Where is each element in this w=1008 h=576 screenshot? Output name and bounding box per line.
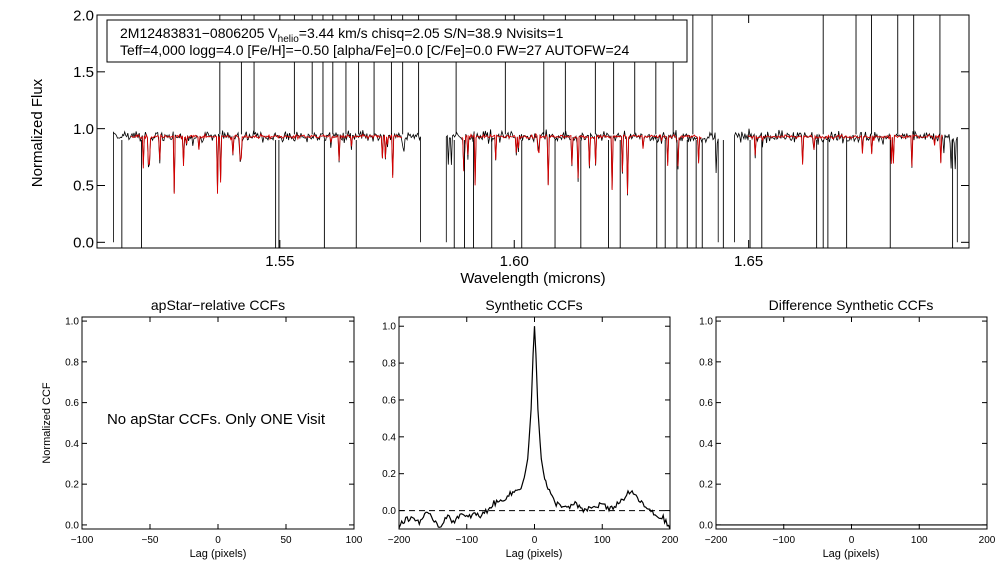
apstar-y-label: Normalized CCF [41, 382, 53, 464]
y-tick-label: 0.2 [382, 469, 396, 480]
synthetic-ccf-panel: −200 −100 0 100 200 0.0 0.2 0.4 0.6 0.8 1.0 Synthe… [382, 297, 679, 560]
synthetic-series [398, 326, 671, 530]
observed-spectrum-line [113, 130, 421, 243]
y-tick-label: 0.2 [699, 480, 713, 491]
y-tick-label: 0.4 [382, 432, 396, 443]
y-tick-label: 0.8 [65, 357, 79, 368]
y-tick-label: 0.8 [382, 359, 396, 370]
y-tick-label: 0.4 [699, 439, 713, 450]
x-tick-label: 1.60 [500, 253, 529, 270]
y-tick-label: 0.5 [73, 178, 94, 195]
y-tick-label: 0.0 [382, 506, 396, 517]
observed-spectrum-line [734, 128, 958, 243]
y-tick-label: 0.6 [382, 395, 396, 406]
y-tick-label: 0.4 [65, 439, 79, 450]
x-tick-label: −50 [142, 535, 159, 546]
spectrum-panel: 1.55 1.60 1.65 0.0 0.5 1.0 1.5 2.0 2M12483831−0… [29, 7, 970, 287]
y-tick-label: 2.0 [73, 7, 94, 24]
difference-ccf-panel: −200 −100 0 100 200 0.0 0.2 0.4 0.6 0.8 1.0 Differ… [699, 297, 996, 560]
synthetic-x-label: Lag (pixels) [506, 548, 563, 560]
x-tick-label: 0 [849, 535, 855, 546]
x-tick-label: 1.55 [265, 253, 294, 270]
difference-frame [715, 316, 988, 530]
synthetic-frame [398, 316, 671, 530]
x-tick-label: 100 [911, 535, 928, 546]
y-tick-label: 1.0 [699, 317, 713, 328]
y-tick-label: 1.5 [73, 64, 94, 81]
x-tick-label: 1.65 [734, 253, 763, 270]
spectrum-axes: 1.55 1.60 1.65 0.0 0.5 1.0 1.5 2.0 [73, 7, 969, 270]
difference-axes: −200 −100 0 100 200 0.0 0.2 0.4 0.6 0.8 1.0 [699, 317, 996, 546]
y-tick-label: 0.8 [699, 357, 713, 368]
y-tick-label: 0.0 [65, 520, 79, 531]
y-tick-label: 1.0 [65, 317, 79, 328]
x-tick-label: −200 [705, 535, 728, 546]
difference-title: Difference Synthetic CCFs [769, 297, 934, 313]
model-spectrum-line [130, 132, 403, 194]
spectrum-y-label: Normalized Flux [29, 78, 46, 187]
apstar-x-label: Lag (pixels) [190, 548, 247, 560]
x-tick-label: 100 [346, 535, 363, 546]
x-tick-label: 0 [532, 535, 538, 546]
y-tick-label: 0.0 [699, 520, 713, 531]
y-tick-label: 1.0 [382, 322, 396, 333]
x-tick-label: −100 [71, 535, 94, 546]
x-tick-label: 50 [280, 535, 292, 546]
y-tick-label: 0.6 [699, 398, 713, 409]
synthetic-axes: −200 −100 0 100 200 0.0 0.2 0.4 0.6 0.8 1.0 [382, 317, 679, 546]
y-tick-label: 0.2 [65, 480, 79, 491]
apstar-title: apStar−relative CCFs [151, 297, 285, 313]
model-spectrum-line [461, 132, 702, 195]
y-tick-label: 1.0 [73, 121, 94, 138]
y-tick-label: 0.0 [73, 235, 94, 252]
y-tick-label: 0.6 [65, 398, 79, 409]
difference-x-label: Lag (pixels) [823, 548, 880, 560]
x-tick-label: −100 [772, 535, 795, 546]
synthetic-title: Synthetic CCFs [485, 297, 582, 313]
x-tick-label: −100 [455, 535, 478, 546]
annotation-line-2: Teff=4,000 logg=4.0 [Fe/H]=−0.50 [alpha/… [120, 42, 629, 58]
spectrum-frame [96, 14, 970, 249]
ccf-line [398, 326, 671, 530]
x-tick-label: −200 [388, 535, 411, 546]
x-tick-label: 200 [662, 535, 679, 546]
apstar-ccf-panel: −100 −50 0 50 100 0.0 0.2 0.4 0.6 0.8 1.0 apStar−r… [41, 297, 363, 560]
x-tick-label: 0 [215, 535, 221, 546]
annotation-box [106, 19, 688, 63]
x-tick-label: 200 [979, 535, 996, 546]
x-tick-label: 100 [594, 535, 611, 546]
apstar-message: No apStar CCFs. Only ONE Visit [107, 411, 326, 428]
spectrum-x-label: Wavelength (microns) [460, 270, 605, 287]
apstar-axes: −100 −50 0 50 100 0.0 0.2 0.4 0.6 0.8 1.0 [65, 317, 363, 546]
model-spectrum-line [747, 133, 944, 167]
annotation-line-1: 2M12483831−0806205 Vhelio=3.44 km/s chis… [120, 25, 564, 45]
